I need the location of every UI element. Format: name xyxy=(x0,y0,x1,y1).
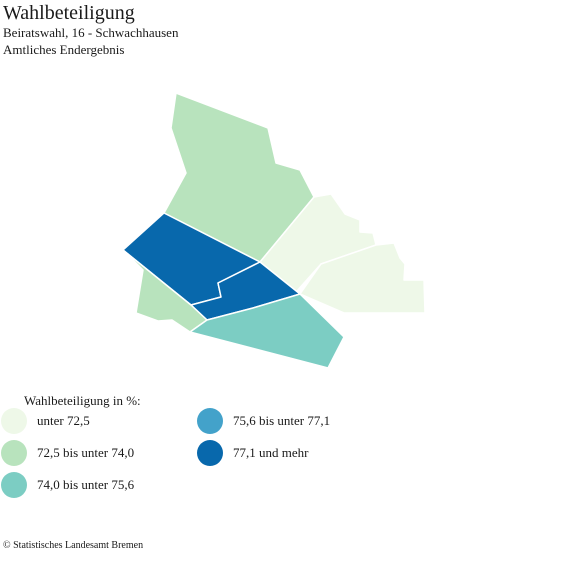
district-east[interactable] xyxy=(299,242,426,314)
legend-swatch xyxy=(197,440,223,466)
legend-item: 75,6 bis unter 77,1 xyxy=(197,407,330,435)
district-south[interactable] xyxy=(189,293,345,369)
legend-label: 77,1 und mehr xyxy=(233,445,309,460)
district-southwest[interactable] xyxy=(122,249,208,333)
map-title: Wahlbeteiligung xyxy=(3,2,135,24)
legend-swatch xyxy=(1,408,27,434)
legend-title: Wahlbeteiligung in %: xyxy=(24,393,141,408)
legend-item: unter 72,5 xyxy=(1,407,90,435)
legend-item: 77,1 und mehr xyxy=(197,439,308,467)
legend-swatch xyxy=(1,440,27,466)
source-credit: © Statistisches Landesamt Bremen xyxy=(3,540,144,551)
legend-label: 74,0 bis unter 75,6 xyxy=(37,477,135,492)
map-subtitle-result-status: Amtliches Endergebnis xyxy=(3,42,125,57)
legend-item: 74,0 bis unter 75,6 xyxy=(1,471,134,499)
legend-item: 72,5 bis unter 74,0 xyxy=(1,439,134,467)
legend-swatch xyxy=(1,472,27,498)
map-subtitle: Beiratswahl, 16 - Schwachhausen xyxy=(3,25,179,40)
legend-label: 75,6 bis unter 77,1 xyxy=(233,413,331,428)
legend-label: 72,5 bis unter 74,0 xyxy=(37,445,135,460)
legend-swatch xyxy=(197,408,223,434)
legend-label: unter 72,5 xyxy=(37,413,90,428)
